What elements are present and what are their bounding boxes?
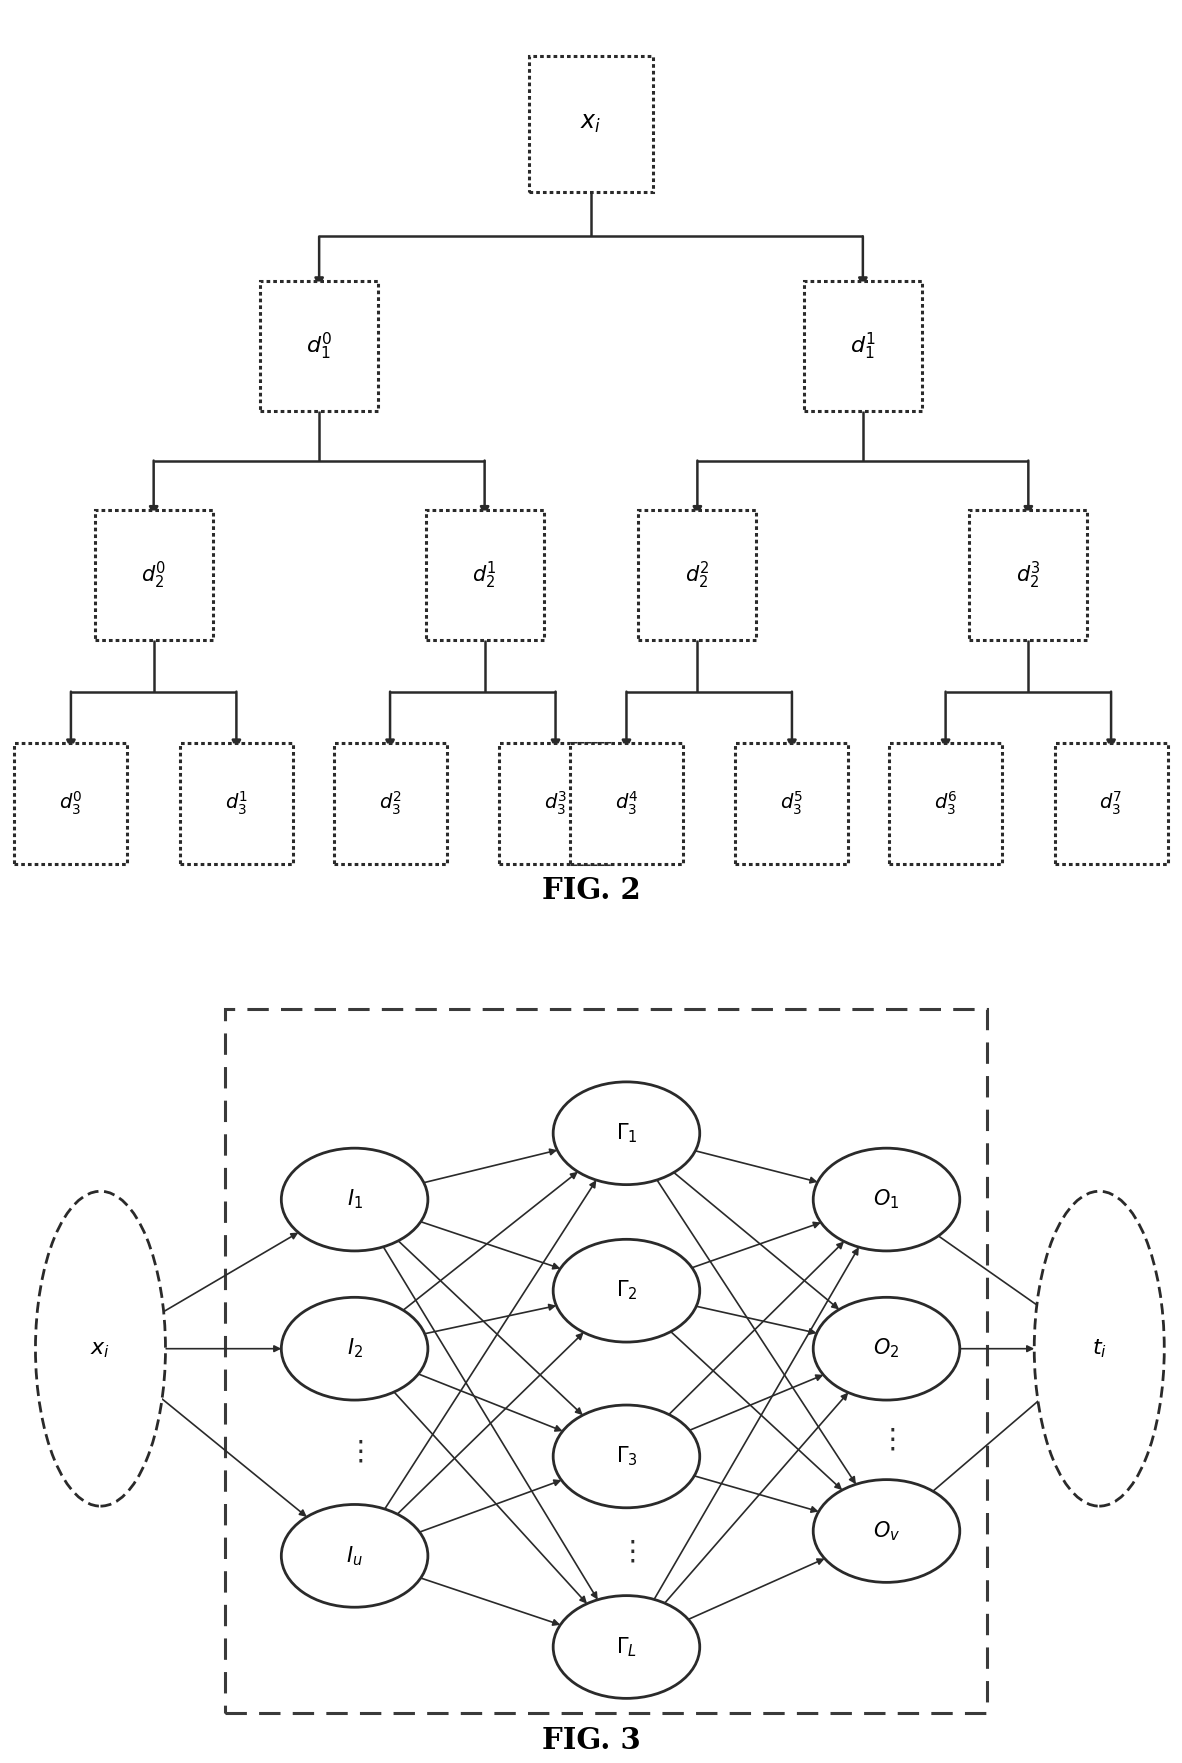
Text: $d_3^0$: $d_3^0$ — [59, 790, 83, 818]
Text: $d_3^5$: $d_3^5$ — [780, 790, 804, 818]
Text: $\Gamma_3$: $\Gamma_3$ — [616, 1444, 637, 1469]
Text: $\Gamma_2$: $\Gamma_2$ — [616, 1278, 637, 1303]
Text: $d_2^3$: $d_2^3$ — [1017, 559, 1040, 591]
Text: $d_1^0$: $d_1^0$ — [306, 331, 332, 361]
Text: $O_2$: $O_2$ — [873, 1336, 900, 1361]
FancyBboxPatch shape — [570, 744, 683, 864]
Ellipse shape — [1034, 1192, 1164, 1506]
FancyBboxPatch shape — [333, 744, 447, 864]
Text: $d_1^1$: $d_1^1$ — [850, 331, 876, 361]
FancyBboxPatch shape — [638, 510, 756, 640]
Text: $d_2^0$: $d_2^0$ — [141, 559, 167, 591]
Text: $\vdots$: $\vdots$ — [878, 1426, 895, 1453]
Circle shape — [553, 1082, 700, 1185]
FancyBboxPatch shape — [735, 744, 849, 864]
Text: $I_u$: $I_u$ — [346, 1544, 363, 1567]
Circle shape — [281, 1148, 428, 1252]
Text: $\Gamma_1$: $\Gamma_1$ — [616, 1121, 637, 1144]
Circle shape — [553, 1405, 700, 1507]
Text: $I_2$: $I_2$ — [346, 1336, 363, 1361]
Circle shape — [813, 1148, 960, 1252]
Text: $O_v$: $O_v$ — [872, 1520, 901, 1543]
Text: $\vdots$: $\vdots$ — [346, 1439, 363, 1465]
FancyBboxPatch shape — [499, 744, 612, 864]
Circle shape — [553, 1596, 700, 1698]
Text: $t_i$: $t_i$ — [1092, 1338, 1106, 1359]
Text: $d_2^2$: $d_2^2$ — [686, 559, 709, 591]
FancyBboxPatch shape — [426, 510, 544, 640]
FancyBboxPatch shape — [530, 56, 652, 192]
Text: $d_3^1$: $d_3^1$ — [225, 790, 248, 818]
Text: $d_2^1$: $d_2^1$ — [473, 559, 496, 591]
FancyBboxPatch shape — [969, 510, 1087, 640]
FancyBboxPatch shape — [260, 282, 378, 411]
Text: $I_1$: $I_1$ — [346, 1188, 363, 1211]
Text: $x_i$: $x_i$ — [580, 113, 602, 136]
Circle shape — [553, 1239, 700, 1342]
FancyBboxPatch shape — [95, 510, 213, 640]
Text: $\vdots$: $\vdots$ — [618, 1537, 635, 1566]
Circle shape — [813, 1479, 960, 1583]
FancyBboxPatch shape — [804, 282, 922, 411]
Text: $d_3^7$: $d_3^7$ — [1099, 790, 1123, 818]
Text: FIG. 2: FIG. 2 — [541, 876, 641, 904]
Text: $d_3^3$: $d_3^3$ — [544, 790, 567, 818]
Text: $x_i$: $x_i$ — [91, 1338, 110, 1359]
Text: $\Gamma_L$: $\Gamma_L$ — [616, 1636, 637, 1659]
Text: $d_3^4$: $d_3^4$ — [615, 790, 638, 818]
Text: FIG. 3: FIG. 3 — [541, 1726, 641, 1754]
Text: $d_3^6$: $d_3^6$ — [934, 790, 957, 818]
FancyBboxPatch shape — [14, 744, 128, 864]
Circle shape — [813, 1298, 960, 1400]
Circle shape — [281, 1504, 428, 1608]
Ellipse shape — [35, 1192, 165, 1506]
Text: $d_3^2$: $d_3^2$ — [378, 790, 402, 818]
FancyBboxPatch shape — [889, 744, 1002, 864]
Circle shape — [281, 1298, 428, 1400]
Text: $O_1$: $O_1$ — [873, 1188, 900, 1211]
FancyBboxPatch shape — [1054, 744, 1168, 864]
FancyBboxPatch shape — [180, 744, 293, 864]
